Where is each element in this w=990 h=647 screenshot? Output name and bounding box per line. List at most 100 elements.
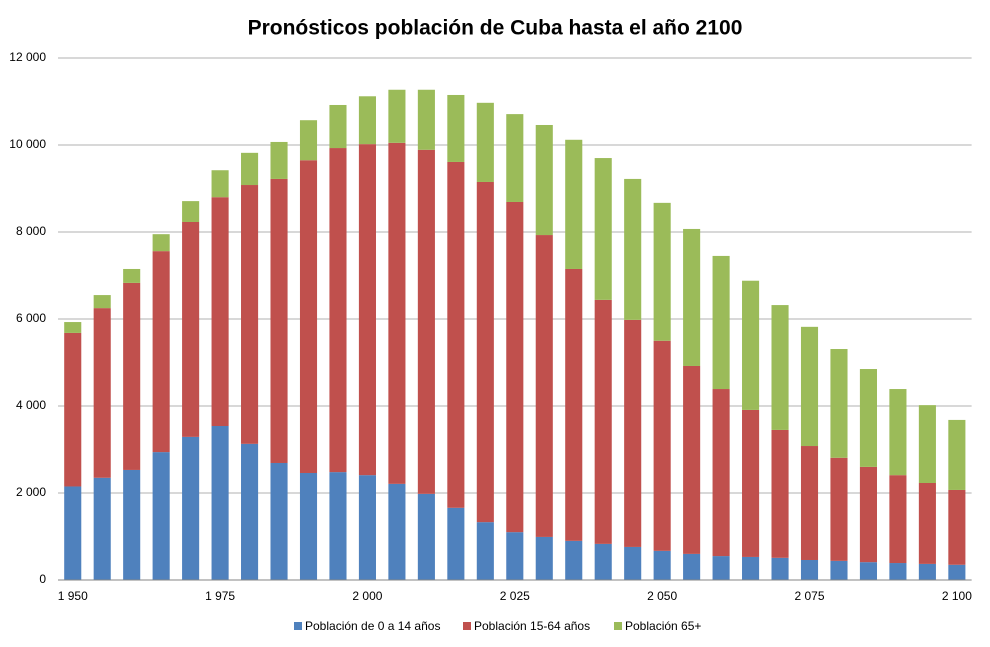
bar-segment — [329, 472, 347, 580]
bar-segment — [299, 472, 318, 580]
legend-label: Población 65+ — [625, 619, 701, 633]
bar-segment — [889, 563, 907, 580]
bar-segment — [182, 436, 200, 580]
bar-segment — [270, 178, 288, 463]
bar-segment — [565, 540, 583, 580]
legend-swatch — [614, 622, 622, 630]
bar-segment — [152, 251, 170, 453]
bar-segment — [152, 452, 170, 580]
bar-segment — [211, 197, 229, 427]
legend-swatch — [463, 622, 471, 630]
x-tick-label: 2 100 — [942, 589, 972, 603]
bar-segment — [889, 475, 907, 564]
bar-segment — [123, 469, 141, 580]
bar-segment — [182, 201, 200, 222]
bar-segment — [683, 228, 701, 366]
bar-segment — [241, 443, 259, 580]
bar-segment — [476, 522, 494, 580]
bar-segment — [594, 158, 612, 300]
bar-segment — [506, 114, 524, 202]
bar-segment — [653, 340, 671, 551]
chart-title: Pronósticos población de Cuba hasta el a… — [248, 17, 743, 40]
bar-segment — [535, 235, 553, 537]
bar-segment — [594, 543, 612, 580]
legend-label: Población de 0 a 14 años — [305, 619, 440, 633]
bar-segment — [771, 305, 789, 430]
bar-segment — [211, 426, 229, 580]
bar-segment — [712, 255, 730, 390]
bar-segment — [918, 405, 936, 483]
bar-segment — [64, 486, 82, 580]
bar-segment — [918, 482, 936, 564]
bar-segment — [270, 141, 288, 179]
bar-segment — [918, 563, 936, 580]
bar-segment — [64, 332, 82, 487]
y-tick-label: 4 000 — [16, 398, 46, 412]
y-tick-label: 0 — [39, 572, 46, 586]
bar-segment — [447, 94, 465, 162]
bar-segment — [683, 553, 701, 580]
bar-segment — [948, 419, 966, 490]
bar-segment — [329, 104, 347, 149]
bar-segment — [64, 322, 82, 333]
x-tick-label: 2 050 — [647, 589, 677, 603]
bar-segment — [506, 532, 524, 580]
bar-segment — [889, 389, 907, 476]
bar-segment — [506, 201, 524, 533]
bar-segment — [388, 483, 406, 580]
y-tick-label: 12 000 — [9, 50, 46, 64]
bar-segment — [299, 160, 318, 473]
y-tick-label: 10 000 — [9, 137, 46, 151]
bar-segment — [447, 161, 465, 508]
bar-segment — [152, 234, 170, 252]
bar-segment — [948, 564, 966, 580]
bar-segment — [742, 409, 760, 557]
bar-segment — [417, 149, 435, 494]
x-tick-label: 2 075 — [794, 589, 824, 603]
bar-segment — [535, 124, 553, 236]
bar-segment — [182, 221, 200, 437]
bar-segment — [329, 148, 347, 473]
bar-segment — [123, 282, 141, 470]
bar-segment — [948, 489, 966, 565]
bar-segment — [565, 139, 583, 269]
bar-segment — [742, 556, 760, 580]
bar-segment — [358, 96, 376, 145]
bar-segment — [93, 295, 111, 309]
bar-segment — [859, 562, 877, 580]
bar-segment — [211, 170, 229, 198]
bar-segment — [123, 268, 141, 283]
bar-segment — [417, 493, 435, 580]
bar-segment — [93, 308, 111, 478]
y-tick-label: 6 000 — [16, 311, 46, 325]
bar-segment — [771, 557, 789, 580]
bar-segment — [624, 319, 642, 547]
bar-segment — [653, 202, 671, 341]
bar-segment — [241, 185, 259, 444]
bar-segment — [624, 546, 642, 580]
bar-segment — [417, 89, 435, 150]
bar-segment — [358, 144, 376, 476]
bar-segment — [476, 102, 494, 182]
bar-segment — [859, 466, 877, 563]
bar-segment — [683, 365, 701, 554]
x-tick-label: 1 975 — [205, 589, 235, 603]
bar-segment — [800, 446, 819, 560]
bar-segment — [830, 349, 848, 458]
bar-segment — [712, 556, 730, 580]
bar-segment — [830, 457, 848, 561]
bar-segment — [241, 152, 259, 186]
bar-segment — [830, 560, 848, 580]
legend-label: Población 15-64 años — [474, 619, 590, 633]
y-tick-label: 8 000 — [16, 224, 46, 238]
bar-segment — [800, 326, 819, 447]
bar-segment — [388, 142, 406, 484]
x-tick-label: 1 950 — [58, 589, 88, 603]
bar-segment — [447, 507, 465, 580]
bar-segment — [388, 89, 406, 143]
bar-segment — [742, 280, 760, 410]
bar-segment — [800, 559, 819, 580]
bar-segment — [299, 120, 318, 161]
bar-segment — [476, 181, 494, 523]
